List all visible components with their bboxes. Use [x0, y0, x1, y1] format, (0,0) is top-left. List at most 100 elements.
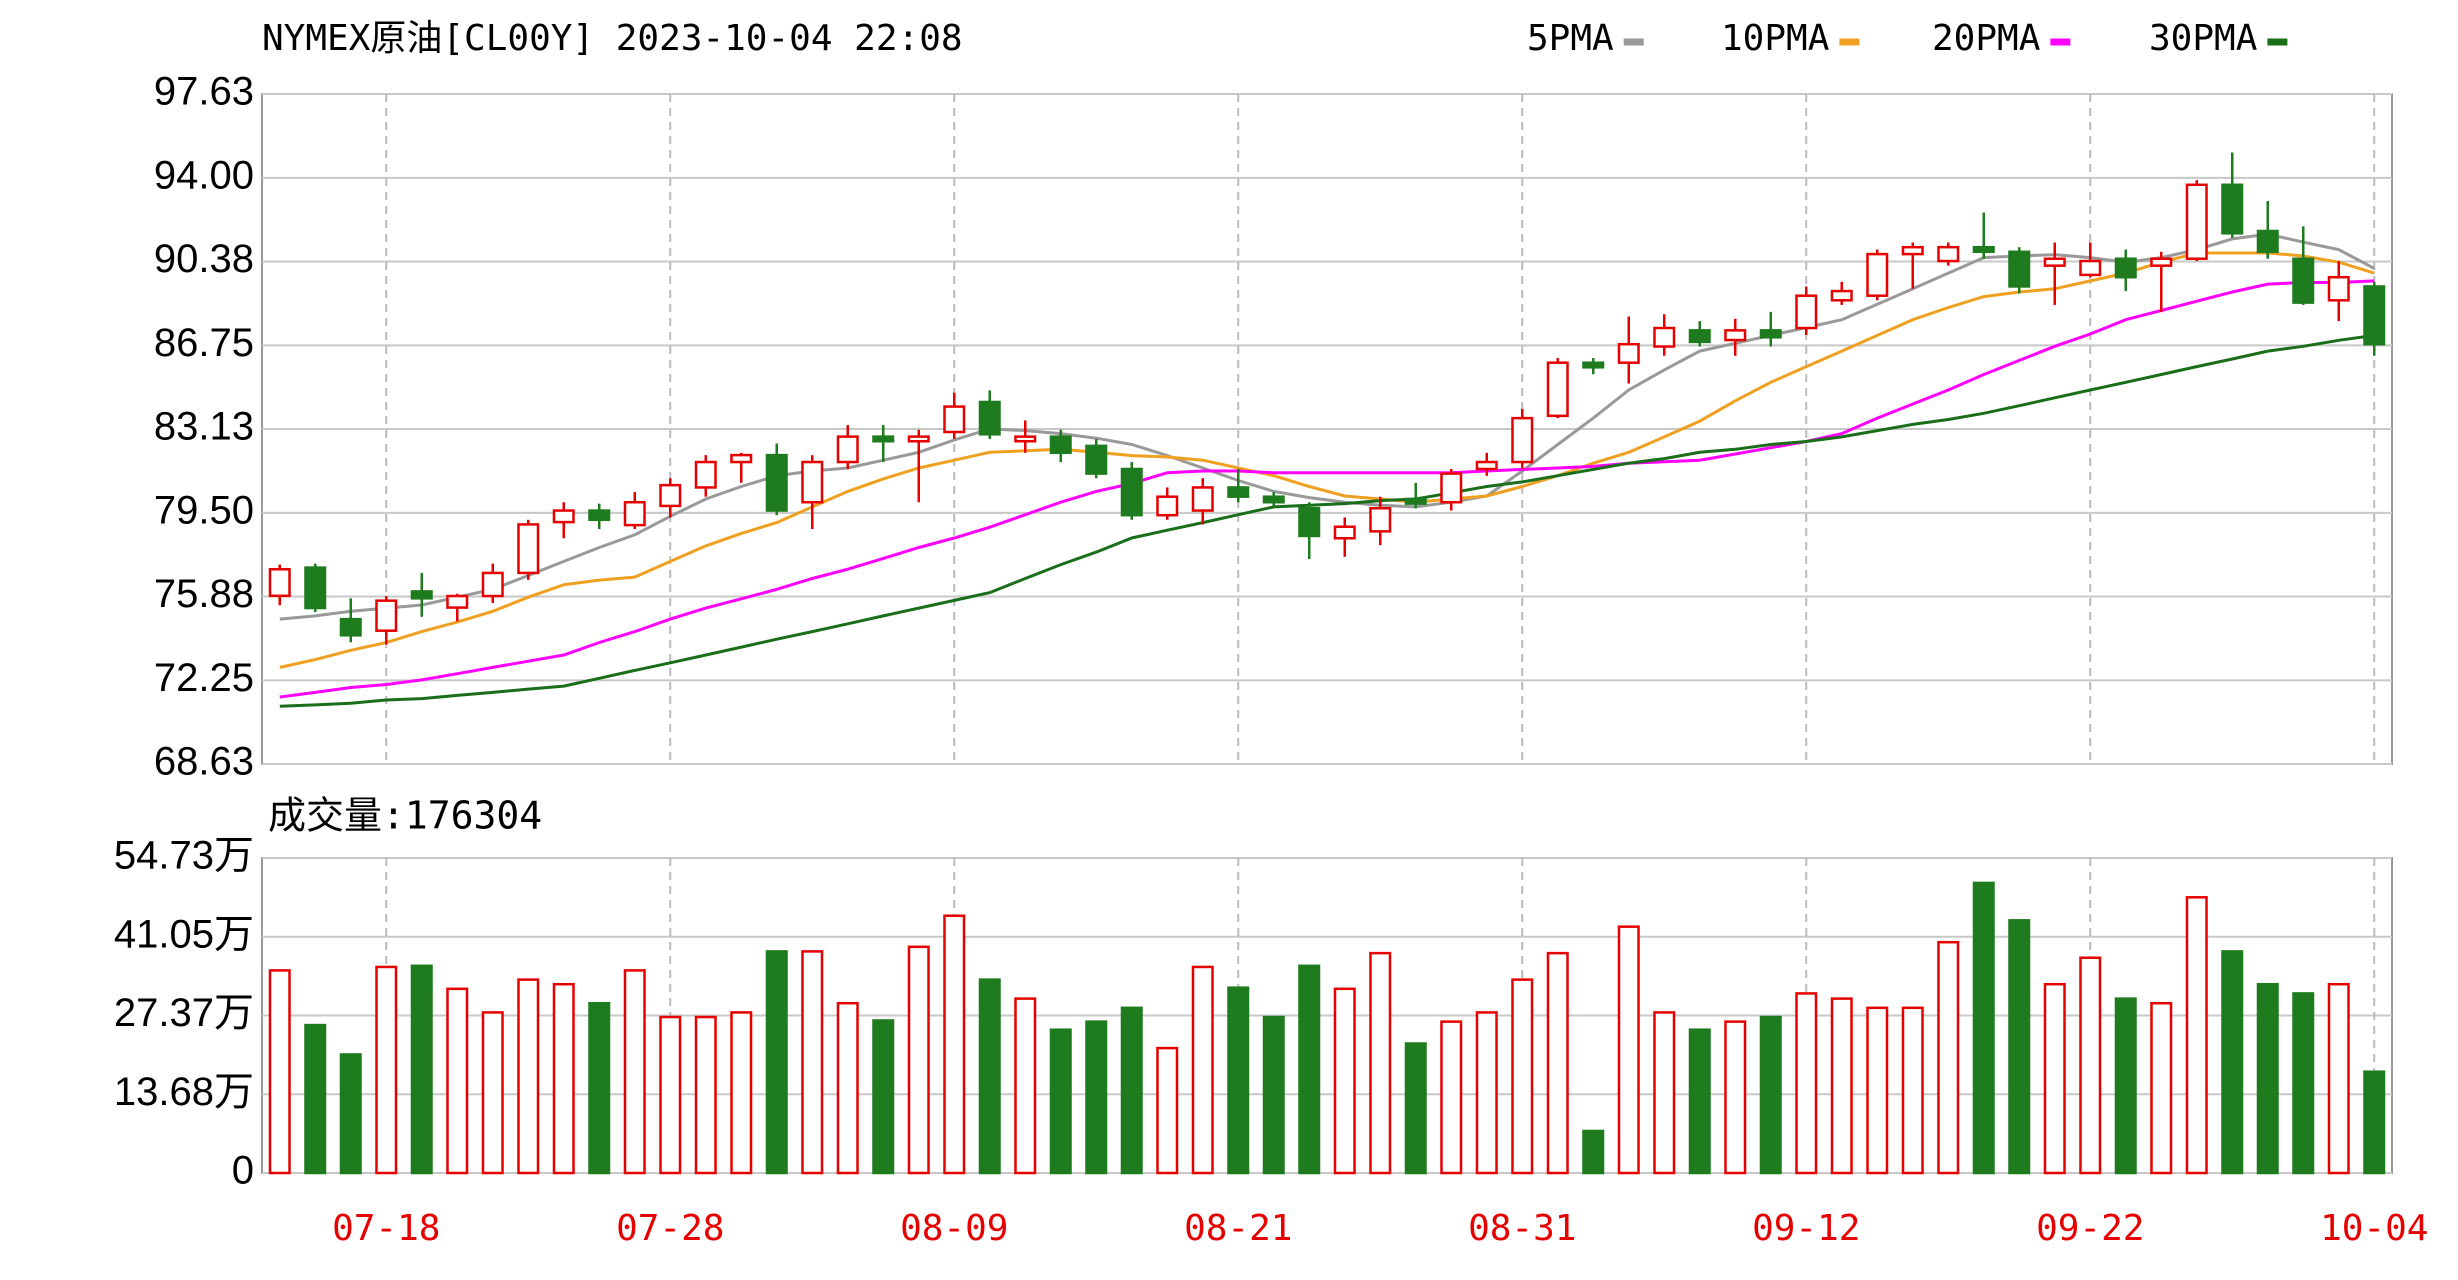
legend-label: 30PMA	[2149, 18, 2258, 59]
volume-bar	[268, 969, 291, 1175]
candle-body	[1404, 497, 1427, 505]
volume-bar	[1369, 951, 1392, 1175]
y-tick-label: 79.50	[154, 488, 254, 532]
candle-body	[1227, 486, 1250, 498]
candle-body	[2256, 229, 2279, 254]
x-tick-label: 08-21	[1184, 1208, 1292, 1249]
volume-bar	[907, 945, 930, 1175]
volume-bar	[1546, 951, 1569, 1175]
volume-bar	[1937, 940, 1960, 1175]
volume-bar	[801, 950, 824, 1175]
candle-body	[2221, 183, 2244, 235]
ma-line	[279, 232, 2375, 621]
candle-body	[623, 500, 646, 527]
candle-body	[2114, 257, 2137, 279]
volume-bar	[2114, 997, 2137, 1175]
candle-body	[446, 594, 469, 609]
candle-body	[907, 435, 930, 443]
volume-bar	[1795, 992, 1818, 1175]
volume-bar	[1972, 881, 1995, 1175]
candle-body	[978, 400, 1001, 436]
volume-bar	[659, 1015, 682, 1175]
y-tick-label: 72.25	[154, 656, 254, 700]
candle-body	[304, 566, 327, 610]
volume-bar	[1404, 1042, 1427, 1175]
candle-body	[730, 453, 753, 464]
candle-body	[1262, 495, 1285, 504]
x-tick-label: 08-09	[900, 1208, 1008, 1249]
volume-bar	[1333, 987, 1356, 1175]
candle-body	[1972, 245, 1995, 254]
candle-body	[1333, 525, 1356, 540]
volume-bar	[1511, 978, 1534, 1175]
candle-body	[517, 523, 540, 575]
x-tick-label: 08-31	[1468, 1208, 1576, 1249]
candle-body	[659, 483, 682, 508]
y-tick-label: 86.75	[154, 321, 254, 365]
candle-body	[1653, 326, 1676, 348]
volume-bar	[694, 1015, 717, 1175]
candle-body	[765, 453, 788, 512]
volume-title: 成交量:176304	[268, 794, 542, 838]
volume-bar	[1120, 1006, 1143, 1175]
volume-bar	[304, 1023, 327, 1175]
candle-body	[410, 590, 433, 600]
volume-bar	[1191, 965, 1214, 1175]
y-tick-label: 97.63	[154, 70, 254, 114]
candle-body	[1546, 361, 1569, 418]
candle-body	[339, 617, 362, 637]
candle-body	[1440, 472, 1463, 504]
candle-body	[588, 509, 611, 522]
volume-bar	[446, 987, 469, 1175]
volume-bar	[1582, 1129, 1605, 1175]
volume-bar	[2292, 992, 2315, 1175]
volume-bar	[836, 1001, 859, 1175]
volume-bar	[1014, 997, 1037, 1175]
volume-bar	[1866, 1006, 1889, 1175]
legend-label: 10PMA	[1721, 18, 1830, 59]
candle-body	[2292, 257, 2315, 304]
candle-body	[1830, 289, 1853, 302]
volume-bar	[1688, 1028, 1711, 1175]
candle-body	[552, 509, 575, 524]
volume-bar	[1440, 1020, 1463, 1175]
volume-bar	[2256, 982, 2279, 1175]
legend-label: 20PMA	[1932, 18, 2041, 59]
candle-body	[375, 599, 398, 632]
ma-line	[279, 333, 2375, 708]
y-tick-label: 0	[232, 1149, 254, 1193]
candle-body	[836, 435, 859, 464]
candle-body	[1511, 416, 1534, 464]
y-tick-label: 83.13	[154, 405, 254, 449]
candle-body	[1120, 467, 1143, 517]
ma-line	[279, 279, 2375, 699]
volume-bar	[765, 950, 788, 1175]
x-tick-label: 09-12	[1752, 1208, 1860, 1249]
candle-body	[2043, 257, 2066, 267]
y-tick-label: 75.88	[154, 572, 254, 616]
volume-bar	[552, 982, 575, 1175]
volume-bar	[2363, 1070, 2386, 1175]
volume-bar	[1759, 1015, 1782, 1175]
volume-bar	[1156, 1046, 1179, 1175]
volume-bar	[623, 969, 646, 1175]
candle-body	[1298, 506, 1321, 538]
candle-body	[2185, 183, 2208, 260]
y-tick-label: 41.05万	[114, 912, 254, 956]
volume-bar	[1227, 986, 1250, 1175]
y-tick-label: 27.37万	[114, 991, 254, 1035]
volume-bar	[1724, 1020, 1747, 1175]
volume-bar	[1901, 1006, 1924, 1175]
y-tick-label: 13.68万	[114, 1070, 254, 1114]
y-tick-label: 54.73万	[114, 834, 254, 878]
volume-bar	[943, 914, 966, 1175]
volume-bar	[872, 1019, 895, 1175]
x-tick-label: 10-04	[2320, 1208, 2428, 1249]
volume-bar	[1262, 1015, 1285, 1175]
y-tick-label: 94.00	[154, 153, 254, 197]
candle-body	[1475, 460, 1498, 471]
volume-bar	[2327, 982, 2350, 1175]
volume-bar	[1049, 1028, 1072, 1175]
volume-bar	[1298, 964, 1321, 1175]
